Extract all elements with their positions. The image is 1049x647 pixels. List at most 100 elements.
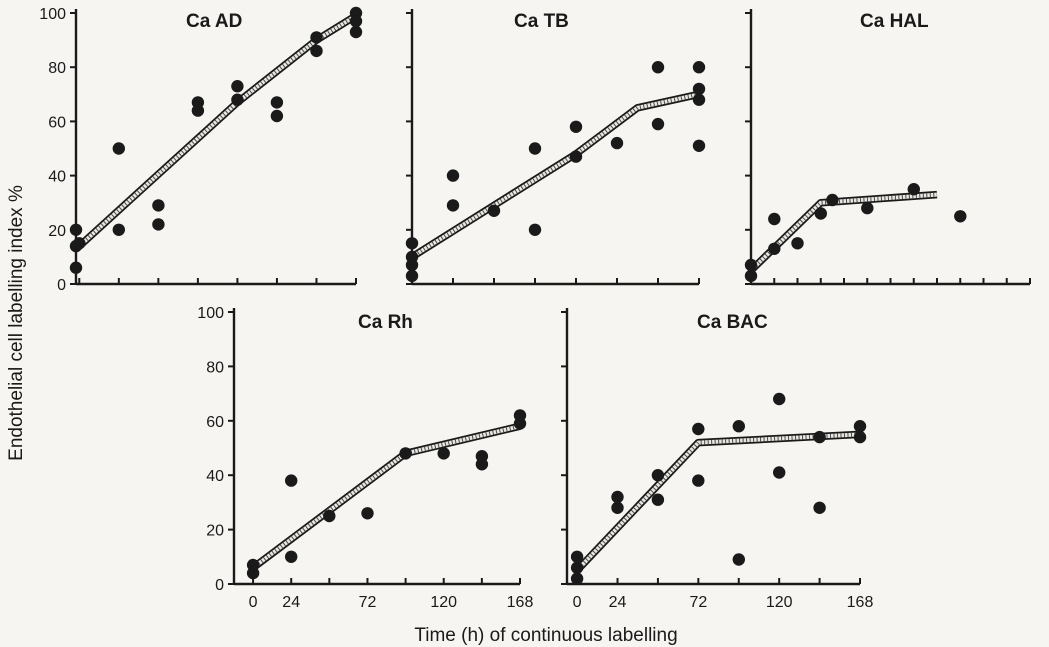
- data-point: [349, 14, 363, 28]
- data-point: [570, 550, 584, 563]
- data-point: [270, 96, 284, 109]
- x-axis-title: Time (h) of continuous labelling: [414, 625, 677, 646]
- x-tick-label: 168: [847, 594, 874, 611]
- panel-ca-tb: Ca TB: [405, 9, 706, 286]
- y-tick-label: 0: [57, 277, 66, 294]
- x-tick-label: 0: [573, 594, 582, 611]
- data-point: [246, 566, 260, 580]
- panel-title: Ca TB: [514, 11, 569, 32]
- data-point: [112, 223, 126, 236]
- y-tick-label: 60: [48, 114, 66, 131]
- data-point: [853, 420, 867, 433]
- data-point: [651, 60, 665, 74]
- data-point: [310, 31, 323, 44]
- panel-ca-rh: 0 20 40 60 80 100 0 24 72 120 168 Ca Rh: [197, 305, 533, 611]
- x-tick-label: 168: [507, 594, 534, 611]
- y-tick-label: 80: [206, 359, 224, 376]
- data-point: [528, 142, 542, 155]
- y-tick-label: 40: [206, 468, 224, 485]
- data-point: [651, 117, 665, 131]
- data-point: [651, 469, 665, 482]
- data-point: [446, 199, 460, 212]
- data-point: [112, 142, 126, 155]
- data-point: [513, 417, 527, 430]
- data-point: [610, 136, 624, 150]
- data-point: [773, 392, 786, 406]
- data-point: [861, 201, 874, 215]
- data-point: [69, 223, 83, 236]
- data-point: [692, 139, 706, 152]
- panel-ca-hal: Ca HAL: [744, 9, 1031, 286]
- panel-title: Ca HAL: [860, 11, 929, 32]
- data-point: [814, 207, 827, 220]
- data-point: [231, 93, 244, 106]
- x-tick-label: 24: [282, 594, 300, 611]
- data-point: [692, 82, 706, 96]
- y-tick-label: 60: [206, 414, 224, 431]
- data-point: [569, 120, 583, 133]
- panel-ca-bac: 0 24 72 120 168 Ca BAC: [561, 308, 873, 611]
- data-point: [285, 474, 298, 487]
- data-point: [231, 80, 244, 93]
- data-point: [405, 269, 419, 283]
- data-point: [692, 422, 705, 436]
- x-tick-label: 24: [609, 594, 627, 611]
- data-point: [744, 269, 758, 283]
- data-point: [611, 501, 624, 514]
- data-point: [437, 447, 450, 460]
- data-point: [285, 550, 298, 563]
- data-point: [475, 458, 489, 471]
- data-point: [954, 210, 967, 223]
- data-point: [826, 193, 839, 207]
- y-tick-label: 0: [215, 577, 224, 594]
- y-tick-label: 100: [39, 6, 66, 23]
- data-point: [323, 509, 336, 523]
- data-point: [446, 169, 460, 182]
- y-tick-label: 20: [206, 523, 224, 540]
- x-tick-label: 120: [430, 594, 457, 611]
- data-point: [692, 60, 706, 74]
- fit-line-fill: [251, 424, 521, 570]
- data-point: [349, 25, 363, 39]
- x-tick-label: 72: [689, 594, 707, 611]
- y-axis-title: Endothelial cell labelling index %: [6, 185, 27, 461]
- panel-ca-ad: 0 20 40 60 80 100 Ca AD: [39, 6, 363, 294]
- data-point: [744, 258, 758, 272]
- data-point: [69, 261, 83, 274]
- x-tick-label: 72: [359, 594, 377, 611]
- fit-line: [250, 422, 521, 571]
- data-point: [732, 553, 745, 566]
- data-point: [907, 183, 920, 196]
- data-point: [570, 561, 584, 574]
- data-point: [768, 242, 781, 255]
- data-point: [361, 507, 374, 520]
- data-point: [152, 218, 165, 231]
- y-tick-label: 100: [197, 305, 224, 322]
- data-point: [399, 447, 412, 460]
- data-point: [570, 572, 584, 585]
- x-tick-label: 0: [249, 594, 258, 611]
- data-point: [405, 237, 419, 250]
- data-point: [611, 490, 624, 504]
- data-point: [768, 212, 781, 226]
- y-tick-label: 80: [48, 60, 66, 77]
- y-tick-label: 20: [48, 223, 66, 240]
- data-point: [813, 501, 826, 514]
- fit-line: [748, 190, 938, 274]
- data-point: [853, 430, 867, 444]
- panel-title: Ca AD: [186, 11, 242, 32]
- panel-title: Ca Rh: [358, 312, 413, 333]
- data-point: [310, 44, 323, 58]
- data-point: [73, 237, 86, 250]
- data-point: [487, 204, 501, 217]
- data-point: [773, 466, 786, 479]
- data-point: [152, 199, 165, 212]
- y-tick-label: 40: [48, 169, 66, 186]
- data-point: [405, 258, 419, 272]
- data-point: [692, 474, 705, 487]
- data-point: [692, 93, 706, 106]
- panel-title: Ca BAC: [697, 312, 768, 333]
- data-point: [191, 104, 205, 117]
- fit-line-fill: [749, 192, 938, 272]
